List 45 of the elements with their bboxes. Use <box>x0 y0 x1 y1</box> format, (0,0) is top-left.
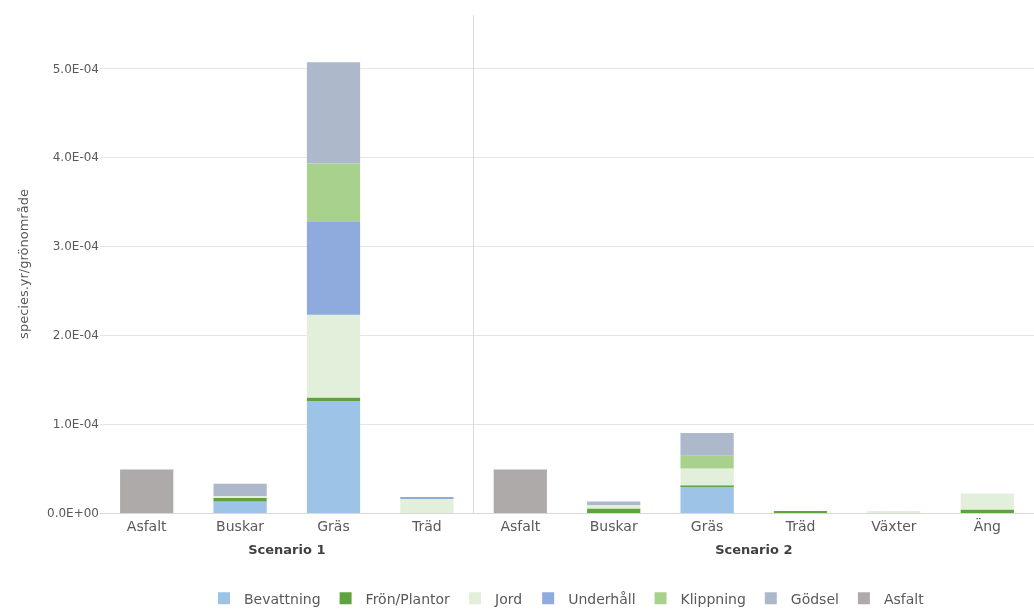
legend-label: Klippning <box>680 590 746 607</box>
bar <box>587 505 641 509</box>
legend-label: Underhåll <box>568 590 636 607</box>
y-tick-label: 4.0E-04 <box>52 150 99 165</box>
bar <box>306 400 361 513</box>
bar <box>400 498 454 513</box>
x-tick-label: Äng <box>973 516 1001 534</box>
bar <box>306 397 361 401</box>
x-tick-label: Gräs <box>690 517 724 534</box>
x-tick-label: Buskar <box>589 517 638 534</box>
x-tick-label: Buskar <box>216 517 265 534</box>
bar <box>680 455 734 469</box>
legend-label: Bevattning <box>244 590 321 607</box>
x-tick-label: Träd <box>411 517 442 534</box>
legend-label: Jord <box>494 590 523 607</box>
y-axis-title: species.yr/grönområde <box>15 189 31 339</box>
legend-label: Gödsel <box>790 590 839 607</box>
x-tick-label: Växter <box>871 517 917 534</box>
bar <box>960 509 1014 513</box>
y-tick-label: 3.0E-04 <box>52 239 99 254</box>
bar <box>680 486 734 513</box>
y-tick-label: 2.0E-04 <box>52 328 99 343</box>
bar <box>120 469 174 513</box>
x-tick-label: Gräs <box>317 517 350 534</box>
bar <box>306 163 361 222</box>
legend-label: Asfalt <box>883 590 925 607</box>
x-tick-label: Asfalt <box>126 517 168 534</box>
x-axis-title: Scenario 2 <box>715 542 793 558</box>
x-axis-title: Scenario 1 <box>248 542 326 558</box>
bar <box>587 501 641 505</box>
y-tick-label: 5.0E-04 <box>52 61 99 76</box>
bar <box>213 501 267 513</box>
y-tick-label: 0.0E+00 <box>47 506 99 521</box>
bar <box>306 221 361 315</box>
bar <box>213 483 267 497</box>
bar <box>680 432 734 456</box>
bar <box>493 469 547 513</box>
bar <box>306 62 361 164</box>
bar <box>960 493 1014 510</box>
bar <box>680 468 734 486</box>
x-tick-label: Asfalt <box>500 517 541 534</box>
x-tick-label: Träd <box>784 517 816 534</box>
bar <box>400 496 454 499</box>
y-tick-label: 1.0E-04 <box>52 417 99 432</box>
legend-label: Frön/Plantor <box>365 590 451 607</box>
